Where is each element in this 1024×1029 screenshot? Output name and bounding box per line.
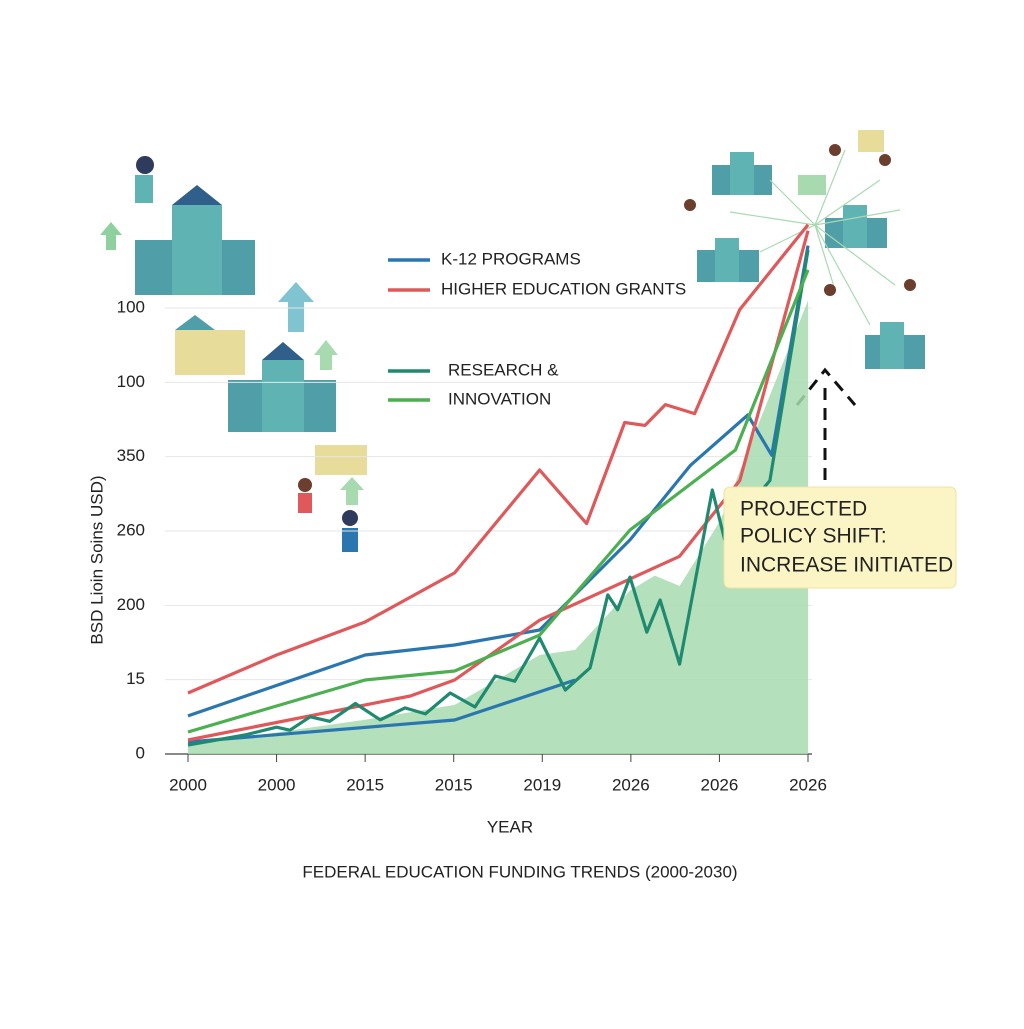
legend-label: INNOVATION [448,389,551,408]
y-tick-label: 100 [117,372,145,391]
chart-title: FEDERAL EDUCATION FUNDING TRENDS (2000-2… [302,862,737,881]
y-tick-label: 15 [126,669,145,688]
y-tick-label: 0 [136,743,145,762]
y-axis-label: BSD Lioin Soins USD) [87,475,106,644]
x-tick-label: 2026 [789,775,827,794]
illustration-left [100,156,367,552]
x-tick-label: 2015 [346,775,384,794]
x-tick-label: 2000 [258,775,296,794]
x-tick-label: 2015 [435,775,473,794]
dashed-arrow [795,367,857,480]
legend-label: K-12 PROGRAMS [441,249,581,268]
y-tick-label: 200 [117,595,145,614]
illustration-right [684,130,925,369]
line [187,249,810,747]
annotation: POLICY SHIFT: [740,525,887,548]
y-tick-label: 350 [117,446,145,465]
x-tick-label: 2026 [612,775,650,794]
legend-label: RESEARCH & [448,360,559,379]
x-axis-label: YEAR [487,817,533,836]
annotation: PROJECTED [740,498,867,521]
area [188,300,808,754]
x-tick-label: 2000 [169,775,207,794]
line [187,269,810,734]
annotation-box [723,486,957,589]
legend-label: HIGHER EDUCATION GRANTS [441,279,686,298]
line [187,245,810,744]
line [187,223,810,742]
y-tick-label: 260 [117,520,145,539]
x-tick-label: 2019 [523,775,561,794]
y-tick-label: 100 [117,297,145,316]
x-tick-label: 2026 [701,775,739,794]
annotation: INCREASE INITIATED [740,554,953,577]
